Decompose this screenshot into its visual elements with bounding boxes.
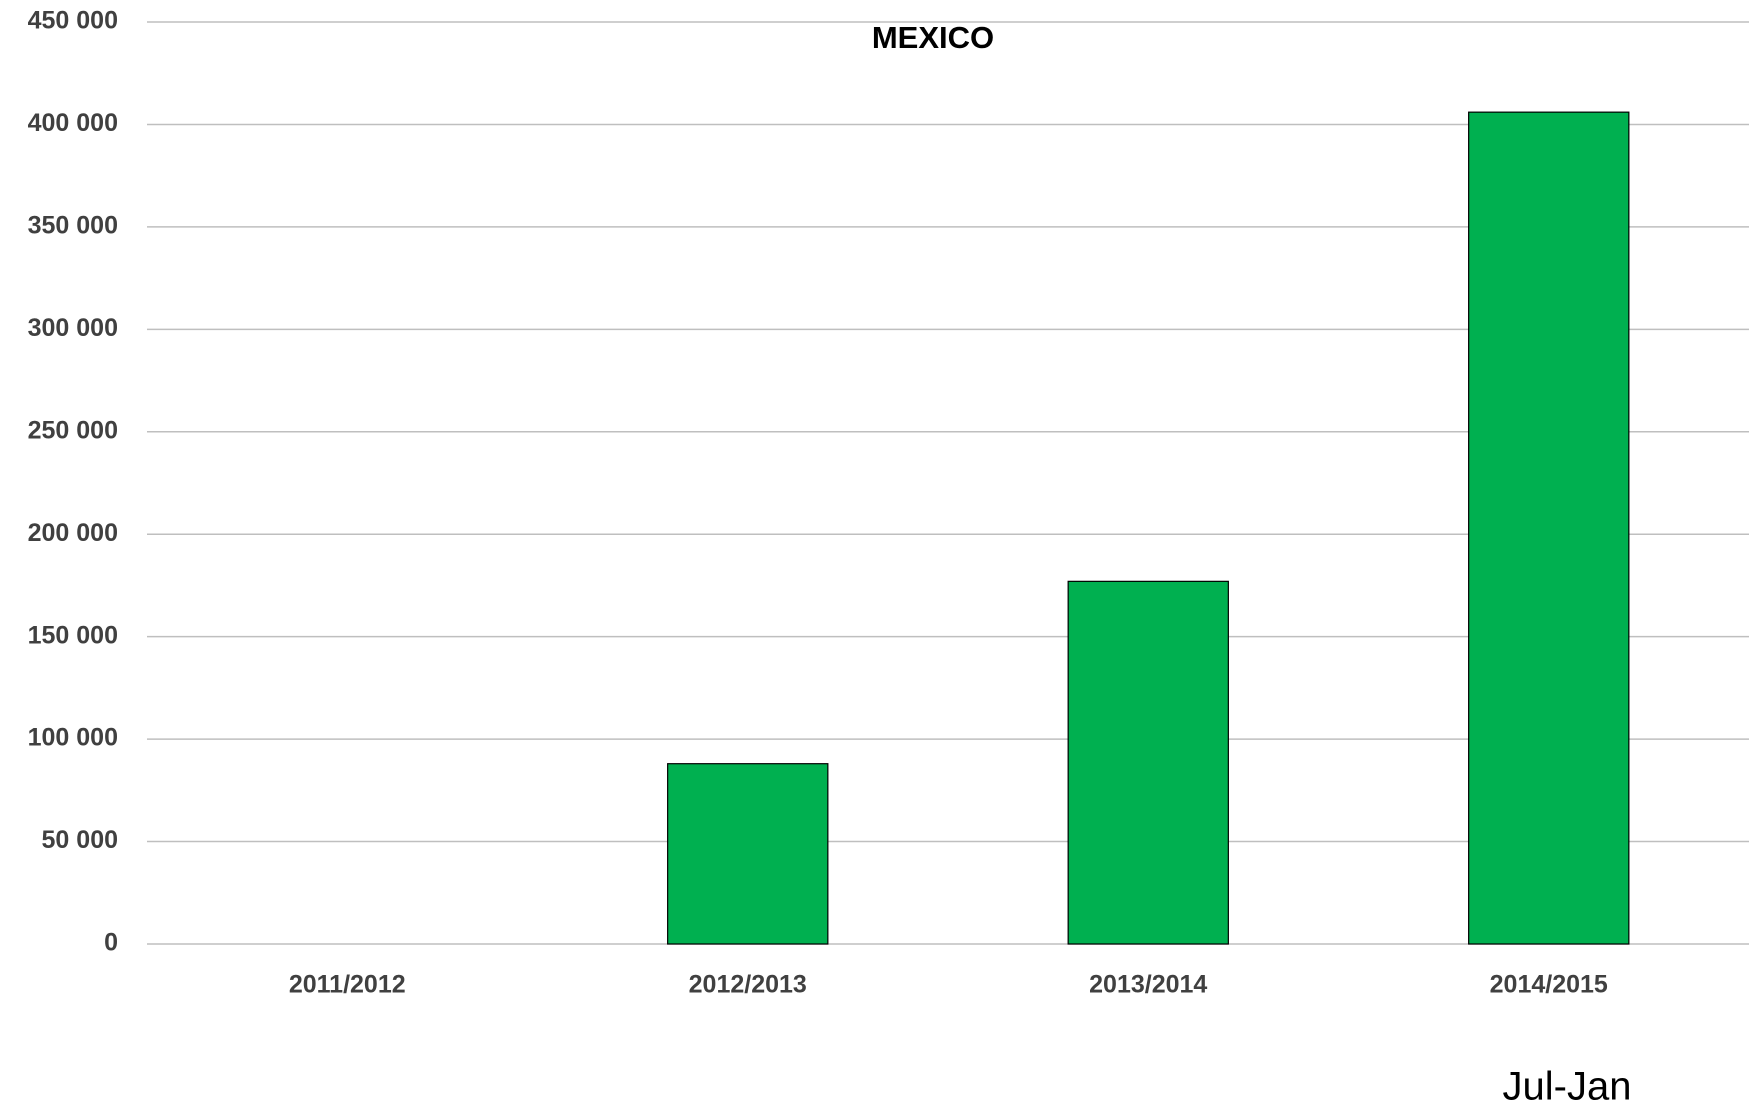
x-tick-label: 2011/2012 <box>289 971 406 999</box>
bar <box>1468 111 1630 945</box>
y-tick-label: 200 000 <box>28 519 118 547</box>
annotation: Jul-Jan <box>1503 1065 1632 1109</box>
y-tick-label: 400 000 <box>28 109 118 137</box>
y-tick-label: 450 000 <box>28 7 118 35</box>
bar <box>667 763 829 945</box>
y-tick-label: 350 000 <box>28 211 118 239</box>
y-tick-label: 150 000 <box>28 621 118 649</box>
y-tick-label: 0 <box>104 929 118 957</box>
x-tick-label: 2014/2015 <box>1490 971 1608 999</box>
x-tick-label: 2012/2013 <box>689 971 807 999</box>
x-tick-label: 2013/2014 <box>1089 971 1207 999</box>
y-tick-label: 300 000 <box>28 314 118 342</box>
y-tick-label: 250 000 <box>28 416 118 444</box>
y-tick-label: 50 000 <box>42 826 118 854</box>
y-tick-label: 100 000 <box>28 724 118 752</box>
chart-title: MEXICO <box>872 20 994 55</box>
bar <box>1067 580 1229 945</box>
